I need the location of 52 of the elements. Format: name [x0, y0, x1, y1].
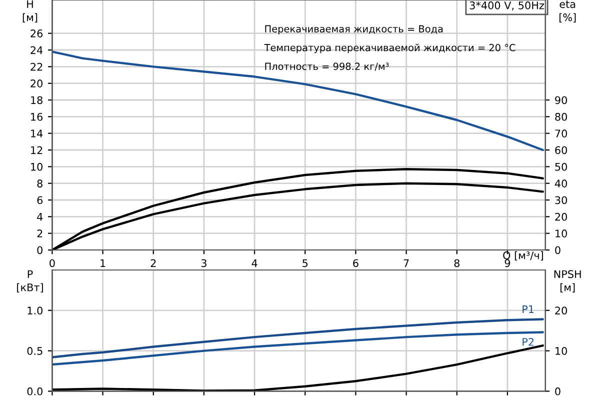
y2-tick-label: 60	[555, 146, 567, 154]
y-tick-label: 26	[30, 30, 43, 38]
y-tick-label: 24	[30, 46, 43, 54]
x-tick-label: 3	[201, 259, 206, 268]
y2-tick-label: 20	[555, 212, 567, 221]
y2-tick-label: 70	[555, 130, 567, 138]
y-tick-label: 14	[31, 130, 43, 138]
x-tick-label: 4	[252, 259, 258, 267]
y-tick-label: 18	[31, 96, 42, 104]
y2-tick-label: 50	[555, 162, 567, 171]
y-tick-label: 22	[30, 62, 42, 71]
y2-tick-label: 30	[555, 196, 567, 204]
x-tick-label: 9	[504, 259, 510, 268]
y2-tick-label: 10	[556, 347, 567, 355]
y2-axis-title: eta [%]	[559, 0, 576, 23]
y-tick-label: 8	[37, 180, 42, 188]
line-series	[52, 318, 544, 358]
x-tick-label: 5	[302, 259, 308, 268]
y2-tick-label: 90	[555, 96, 567, 104]
y-tick-label: 6	[37, 196, 43, 204]
y-tick-label: 0	[37, 246, 42, 254]
y-tick-label: 0.0	[27, 387, 42, 396]
x-tick-label: 1	[100, 259, 106, 267]
series-label: P2	[522, 338, 534, 346]
y2-tick-label: 10	[556, 230, 567, 238]
x-tick-label: 7	[404, 259, 409, 267]
y-tick-label: 4	[37, 213, 43, 221]
y-tick-label: 10	[31, 162, 42, 171]
y2-tick-label: 40	[554, 180, 567, 188]
y-axis-title: P [кВт]	[17, 270, 43, 293]
y2-tick-label: 0	[555, 387, 560, 396]
y-tick-label: 1.0	[28, 306, 42, 315]
y-tick-label: 2	[37, 230, 42, 238]
chart-title: 3*400 V, 50Hz	[470, 1, 544, 10]
x-tick-label: 6	[353, 259, 358, 268]
y2-tick-label: 20	[555, 306, 567, 315]
line-series	[52, 331, 544, 366]
x-tick-label: 2	[150, 259, 156, 267]
annotation: Плотность = 998.2 кг/м³	[265, 62, 389, 71]
annotation: Температура перекачиваемой жидкости = 20 °C	[264, 44, 516, 54]
annotation: Перекачиваемая жидкость = Вода	[265, 25, 443, 34]
x-tick-label: 0	[50, 259, 55, 268]
series-label: P1	[522, 305, 534, 313]
x-tick-label: 8	[454, 259, 460, 268]
y2-tick-label: 0	[555, 246, 560, 254]
y-axis-title: H [м]	[22, 0, 38, 23]
y-tick-label: 0.5	[27, 347, 42, 355]
y2-tick-label: 80	[555, 112, 567, 121]
y-tick-label: 20	[30, 80, 42, 88]
y-tick-label: 16	[31, 112, 43, 121]
y2-axis-title: NPSH [м]	[554, 270, 581, 293]
y-tick-label: 12	[31, 146, 42, 154]
